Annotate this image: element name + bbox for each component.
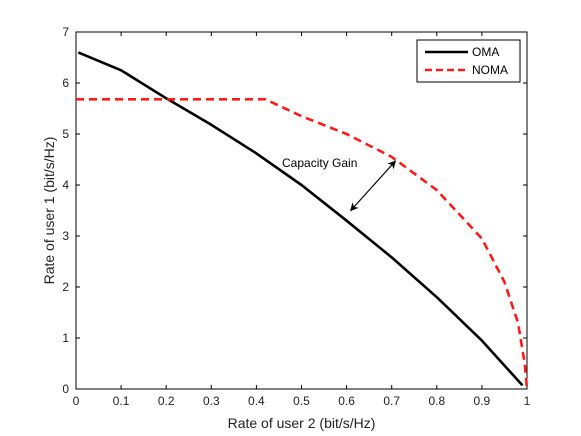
- capacity-gain-annotation: Capacity Gain: [282, 156, 397, 212]
- plot-area: [75, 31, 528, 390]
- x-tick-label: 0.9: [474, 394, 491, 408]
- capacity-gain-arrow: [350, 160, 397, 212]
- y-tick-label: 5: [62, 127, 69, 141]
- x-tick-label: 0.6: [338, 394, 355, 408]
- y-tick-label: 6: [62, 76, 69, 90]
- y-tick-label: 0: [62, 382, 69, 396]
- x-tick-label: 0: [73, 394, 80, 408]
- y-tick-label: 2: [62, 280, 69, 294]
- series-line-oma: [77, 51, 524, 387]
- y-tick-label: 4: [62, 178, 69, 192]
- y-axis-ticks: 0 1 2 3 4 5 6 7: [62, 25, 527, 396]
- x-tick-label: 0.8: [428, 394, 445, 408]
- x-tick-label: 0.3: [203, 394, 220, 408]
- y-tick-label: 1: [62, 331, 69, 345]
- legend-noma-label: NOMA: [472, 63, 508, 77]
- x-axis-label: Rate of user 2 (bit/s/Hz): [228, 415, 376, 431]
- x-tick-label: 1: [524, 394, 531, 408]
- capacity-gain-text: Capacity Gain: [282, 156, 357, 170]
- legend-box: [416, 39, 521, 83]
- x-tick-label: 0.7: [383, 394, 400, 408]
- x-tick-label: 0.1: [113, 394, 130, 408]
- x-tick-label: 0.2: [158, 394, 175, 408]
- x-tick-label: 0.4: [248, 394, 265, 408]
- series-line-noma: [76, 98, 529, 390]
- x-tick-label: 0.5: [293, 394, 310, 408]
- legend-oma-label: OMA: [472, 45, 499, 59]
- series-layer: [76, 51, 529, 390]
- y-tick-label: 7: [62, 25, 69, 39]
- y-tick-label: 3: [62, 229, 69, 243]
- legend: OMA NOMA: [416, 39, 521, 83]
- x-axis-ticks: 0 0.1 0.2 0.3 0.4 0.5 0.6 0.7 0.8 0.9 1: [73, 32, 531, 408]
- y-axis-label: Rate of user 1 (bit/s/Hz): [41, 137, 57, 285]
